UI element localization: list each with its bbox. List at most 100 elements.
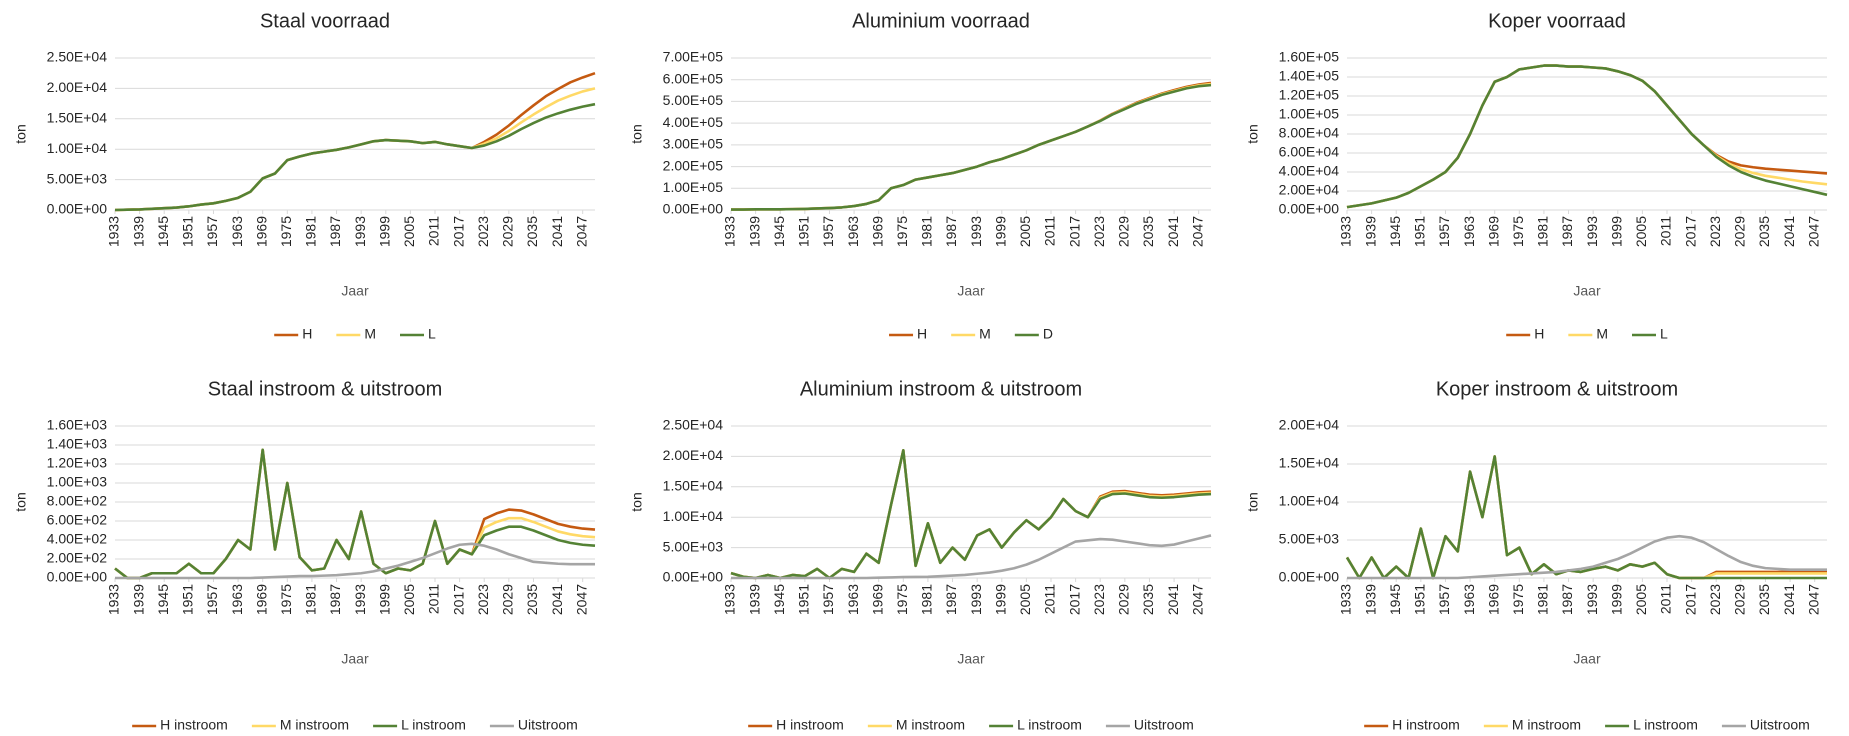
x-tick-label: 2005 (1017, 584, 1033, 615)
y-tick-label: 5.00E+05 (663, 92, 724, 108)
y-tick-label: 4.00E+02 (47, 531, 108, 547)
x-axis-title: Jaar (1573, 651, 1601, 667)
x-tick-label: 2041 (1165, 216, 1181, 247)
legend-label: H (302, 326, 312, 342)
x-tick-label: 1951 (796, 584, 812, 615)
x-tick-label: 1933 (106, 584, 122, 615)
series-line (731, 83, 1212, 211)
y-tick-label: 1.50E+04 (47, 110, 108, 126)
y-tick-label: 1.40E+03 (47, 436, 108, 452)
x-tick-label: 1993 (1584, 584, 1600, 615)
series-line (730, 449, 1212, 580)
x-tick-label: 1981 (303, 584, 319, 615)
x-tick-label: 1981 (1535, 584, 1551, 615)
x-tick-label: 1939 (130, 216, 146, 247)
y-tick-label: 8.00E+02 (47, 493, 108, 509)
x-tick-label: 2047 (1189, 216, 1205, 247)
x-tick-label: 2047 (1189, 584, 1205, 615)
x-tick-label: 2011 (426, 584, 442, 614)
y-tick-label: 0.00E+00 (663, 201, 724, 217)
y-tick-label: 1.00E+03 (47, 474, 108, 490)
chart: Staal voorraad ton Jaar 0.00E+00 5.00E+03 1.0… (13, 10, 596, 342)
x-tick-label: 2005 (1017, 216, 1033, 247)
x-tick-label: 1987 (1559, 584, 1575, 615)
y-tick-label: 2.50E+04 (47, 49, 108, 65)
x-tick-label: 2023 (475, 584, 491, 615)
x-tick-label: 1987 (327, 584, 343, 615)
x-tick-label: 2023 (1707, 584, 1723, 615)
series-line (1345, 455, 1827, 580)
x-tick-label: 2029 (500, 216, 516, 247)
y-tick-label: 2.00E+05 (663, 157, 724, 173)
y-tick-label: 0.00E+00 (1279, 201, 1340, 217)
x-tick-label: 1987 (943, 584, 959, 615)
chart-title: Koper voorraad (1488, 10, 1626, 32)
legend-label: M instroom (280, 717, 349, 733)
x-tick-label: 2029 (1732, 584, 1748, 615)
y-tick-label: 2.50E+04 (663, 417, 724, 433)
series-line (114, 71, 596, 212)
legend-label: M (979, 326, 991, 342)
x-tick-label: 1969 (869, 584, 885, 615)
y-tick-label: 2.00E+04 (47, 79, 108, 95)
legend-label: H instroom (1392, 717, 1460, 733)
x-tick-label: 2047 (573, 584, 589, 615)
x-tick-label: 2035 (1140, 216, 1156, 247)
legend-label: M instroom (1512, 717, 1581, 733)
y-axis-title: ton (13, 124, 29, 143)
x-tick-label: 2041 (1781, 584, 1797, 615)
y-tick-label: 4.00E+05 (663, 114, 724, 130)
legend-label: L (428, 326, 436, 342)
series-line (730, 449, 1212, 580)
legend-label: L instroom (401, 717, 466, 733)
y-tick-label: 5.00E+03 (47, 170, 108, 186)
legend-label: Uitstroom (518, 717, 578, 733)
chart-title: Staal instroom & uitstroom (208, 378, 443, 400)
x-tick-label: 2041 (549, 584, 565, 615)
x-axis-title: Jaar (1573, 283, 1601, 299)
x-tick-label: 2047 (1805, 216, 1821, 247)
x-tick-label: 2023 (475, 216, 491, 247)
x-axis-title: Jaar (341, 651, 369, 667)
y-tick-label: 1.00E+04 (47, 140, 108, 156)
series-line (114, 102, 596, 212)
x-tick-label: 2047 (573, 216, 589, 247)
x-tick-label: 1963 (1461, 216, 1477, 247)
x-tick-label: 2041 (1781, 216, 1797, 247)
x-tick-label: 1963 (229, 584, 245, 615)
x-tick-label: 1987 (943, 216, 959, 247)
x-tick-label: 1945 (771, 216, 787, 247)
x-tick-label: 1939 (746, 584, 762, 615)
y-tick-label: 6.00E+02 (47, 512, 108, 528)
x-tick-label: 1957 (820, 584, 836, 615)
x-tick-label: 2023 (1707, 216, 1723, 247)
legend-label: M (364, 326, 376, 342)
y-axis-title: ton (629, 492, 645, 511)
legend: H instroom M instroom L instroom Uitstroom (1364, 717, 1810, 733)
x-tick-label: 2011 (426, 216, 442, 246)
series-line (1345, 455, 1827, 580)
y-tick-label: 2.00E+02 (47, 550, 108, 566)
x-tick-label: 1993 (968, 216, 984, 247)
y-tick-label: 1.40E+05 (1279, 68, 1340, 84)
x-tick-label: 1939 (130, 584, 146, 615)
x-tick-label: 1963 (1461, 584, 1477, 615)
legend-label: H (917, 326, 927, 342)
series-line (731, 534, 1212, 580)
y-axis-title: ton (13, 492, 29, 511)
x-axis-title: Jaar (341, 283, 369, 299)
y-tick-label: 1.50E+04 (663, 478, 724, 494)
x-tick-label: 1975 (278, 584, 294, 615)
y-axis-title: ton (629, 124, 645, 143)
y-tick-label: 5.00E+03 (1279, 531, 1340, 547)
x-tick-label: 1981 (303, 216, 319, 247)
x-tick-label: 1975 (278, 216, 294, 247)
legend-label: H (1534, 326, 1544, 342)
y-tick-label: 1.00E+05 (663, 179, 724, 195)
x-tick-label: 2029 (500, 584, 516, 615)
legend-label: H instroom (776, 717, 844, 733)
x-tick-label: 2017 (1066, 216, 1082, 247)
y-tick-label: 0.00E+00 (47, 569, 108, 585)
